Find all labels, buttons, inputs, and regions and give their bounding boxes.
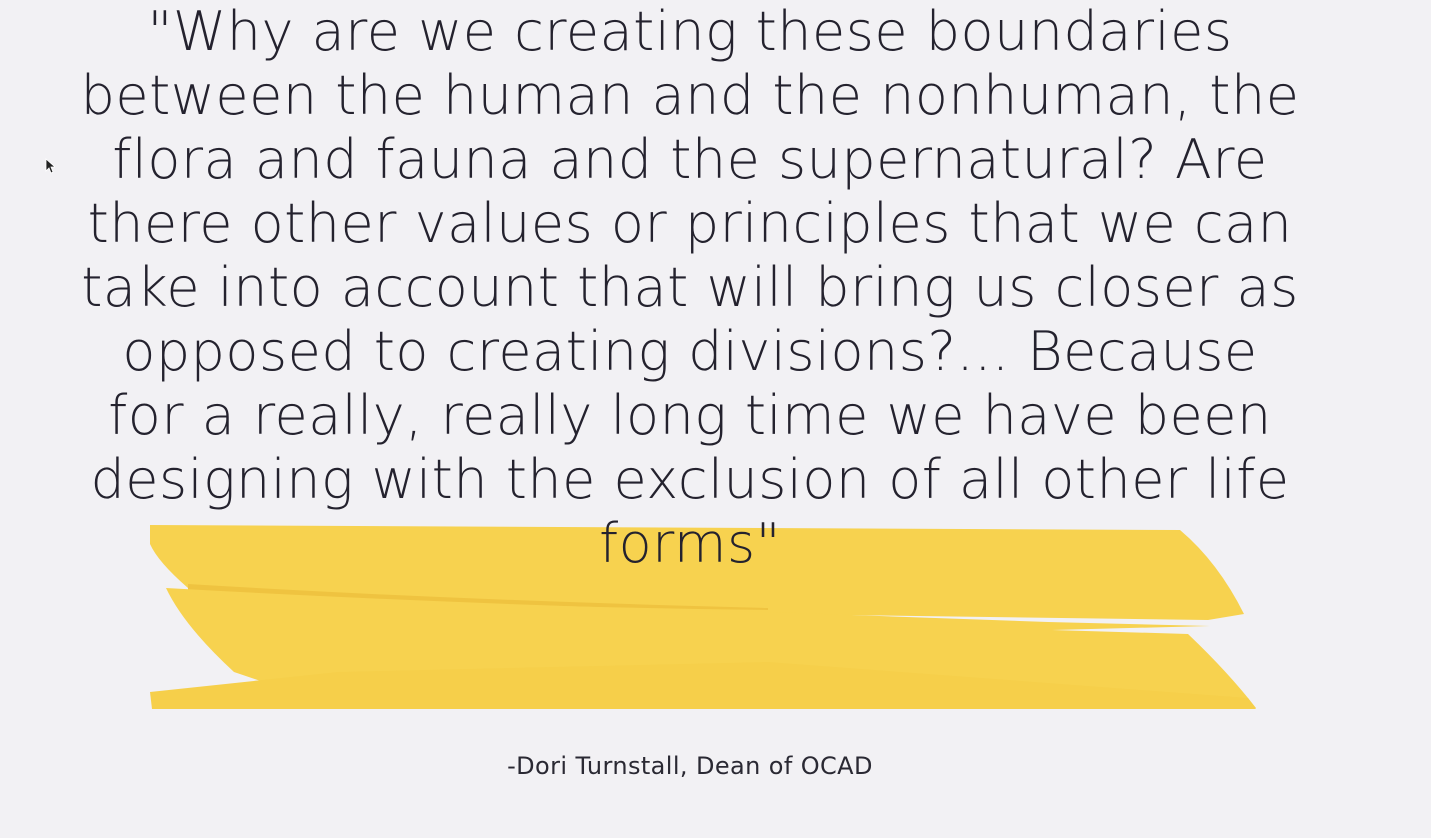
quote-line: designing with the exclusion of all othe… [90,448,1290,511]
brush-streak [188,584,768,610]
yellow-brush-highlight [150,525,1256,709]
quote-attribution: -Dori Turnstall, Dean of OCAD [507,752,873,780]
brush-stroke-top [150,525,1244,620]
quote-line: forms" [599,512,781,575]
quote-line: for a really, really long time we have b… [108,384,1272,447]
quote-line: there other values or principles that we… [87,192,1293,255]
quote-line: take into account that will bring us clo… [81,256,1299,319]
quote-line: between the human and the nonhuman, the [80,64,1300,127]
quote-text: "Why are we creating these boundaries be… [70,0,1310,576]
quote-line: flora and fauna and the supernatural? Ar… [112,128,1268,191]
brush-stroke-bottom [150,662,1256,709]
quote-line: "Why are we creating these boundaries [147,0,1233,63]
mouse-pointer-icon [45,158,55,174]
quote-line: opposed to creating divisions?... Becaus… [122,320,1258,383]
